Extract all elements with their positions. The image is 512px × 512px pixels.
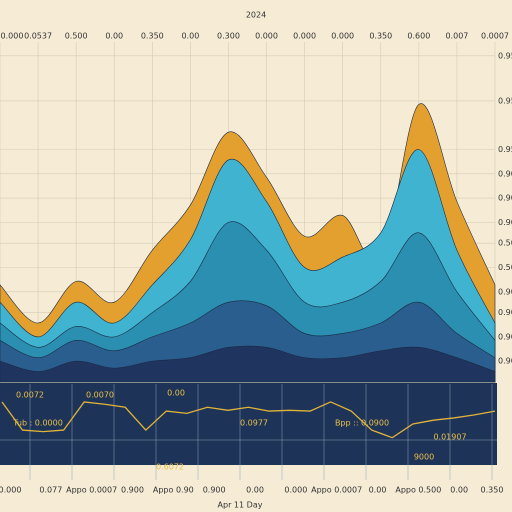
top-tick-label: 0.350 — [369, 32, 392, 41]
annotation: 0.01907 — [433, 433, 466, 442]
top-tick-label: 0.000 — [331, 32, 354, 41]
y-tick-label: 0.500 — [498, 239, 512, 248]
y-tick-label: 0.900 — [498, 218, 512, 227]
annotation: 0.0977 — [240, 419, 268, 428]
annotation: 0.00 — [167, 389, 185, 398]
top-tick-label: 0.0007 — [481, 32, 509, 41]
x-tick-label: 0.000 — [284, 486, 307, 495]
x-tick-label: 0.00 — [450, 486, 468, 495]
annotation: 0.6072 — [156, 463, 184, 472]
x-tick-label: 0.900 — [121, 486, 144, 495]
annotation: 0.0070 — [86, 391, 114, 400]
x-tick-label: 0.00 — [369, 486, 387, 495]
x-tick-label: 0.077 — [39, 486, 62, 495]
top-tick-label: 0.000 — [293, 32, 316, 41]
area-chart: 0.000 0.0537 0.500 0.00 0.350 0.00 0.300 0.000 0… — [0, 32, 512, 383]
line — [1, 401, 496, 439]
x-axis-label: Apr 11 Day — [218, 501, 263, 510]
y-tick-label: 0.90 — [498, 287, 512, 296]
annotation: 0.0072 — [16, 391, 44, 400]
x-tick-label: Appo 0.0007 — [311, 486, 362, 495]
annotation: Bpp :: 0.0900 — [335, 419, 389, 428]
y-tick-label: 0.90 — [498, 332, 512, 341]
x-tick-label: 0.350 — [481, 486, 504, 495]
top-tick-label: 0.600 — [407, 32, 430, 41]
top-tick-label: 0.000 — [255, 32, 278, 41]
y-tick-label: 0.95 — [498, 145, 512, 154]
annotation: Tub : 0.0000 — [12, 419, 63, 428]
y-tick-label: 0.90 — [498, 308, 512, 317]
x-tick-label: 0.900 — [203, 486, 226, 495]
top-tick-label: 0.000 — [1, 32, 24, 41]
top-tick-label: 0.0537 — [24, 32, 52, 41]
area — [0, 345, 496, 383]
y-tick-label: 0.90 — [498, 357, 512, 366]
y-tick-label: 0.90 — [498, 169, 512, 178]
annotation: 9000 — [414, 453, 434, 462]
y-tick-label: 0.95 — [498, 51, 512, 60]
top-tick-label: 0.007 — [445, 32, 468, 41]
x-tick-label: Appo 0.500 — [395, 486, 441, 495]
x-tick-label: Appo 0.0007 — [66, 486, 117, 495]
x-tick-label: 0.00 — [246, 486, 264, 495]
top-tick-label: 0.00 — [181, 32, 199, 41]
top-tick-label: 0.350 — [141, 32, 164, 41]
x-tick-label: 0.000 — [0, 486, 21, 495]
chart-title: 2024 — [246, 11, 266, 20]
y-tick-label: 0.50 — [498, 263, 512, 272]
y-tick-label: 0.95 — [498, 96, 512, 105]
top-tick-label: 0.00 — [105, 32, 123, 41]
y-tick-label: 0.90 — [498, 194, 512, 203]
x-tick-label: Appo 0.90 — [153, 486, 194, 495]
top-tick-label: 0.300 — [217, 32, 240, 41]
top-tick-label: 0.500 — [65, 32, 88, 41]
